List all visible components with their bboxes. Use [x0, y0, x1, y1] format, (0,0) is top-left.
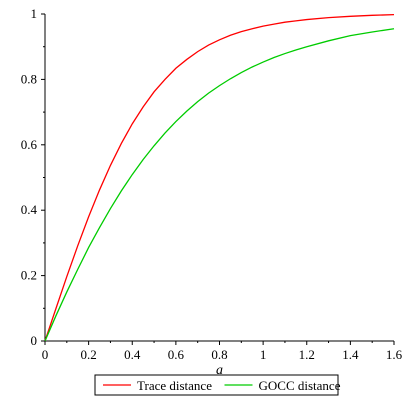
legend: Trace distance GOCC distance [94, 374, 341, 396]
y-tick-label: 0.4 [21, 202, 38, 217]
x-tick-label: 0.6 [168, 347, 185, 362]
y-tick-label: 0.6 [21, 137, 38, 152]
x-tick-label: 1.6 [386, 347, 403, 362]
y-tick-label: 0 [31, 333, 38, 348]
axes [44, 14, 394, 342]
legend-label-gocc-distance: GOCC distance [259, 378, 341, 393]
y-tick-label: 0.8 [21, 71, 37, 86]
legend-box [94, 374, 339, 396]
x-tick-label: 1.2 [299, 347, 315, 362]
x-tick-label: 0.2 [81, 347, 97, 362]
series-line-gocc-distance [44, 28, 395, 342]
x-axis-label: a [216, 363, 223, 378]
x-tick-label: 0.8 [211, 347, 227, 362]
x-tick-label: 1.4 [342, 347, 359, 362]
x-tick-label: 0.4 [124, 347, 141, 362]
ticks-layer: 0 0.2 0.4 0.6 0.8 1 1.2 1.4 1.6 0 0.2 0.4 0.6 0.8 1 [21, 6, 403, 362]
x-tick-label: 0 [42, 347, 49, 362]
series-layer [44, 14, 395, 342]
y-tick-label: 0.2 [21, 268, 37, 283]
series-line-trace-distance [44, 14, 395, 342]
y-tick-label: 1 [31, 6, 38, 21]
x-tick-label: 1 [260, 347, 267, 362]
legend-label-trace-distance: Trace distance [137, 378, 212, 393]
